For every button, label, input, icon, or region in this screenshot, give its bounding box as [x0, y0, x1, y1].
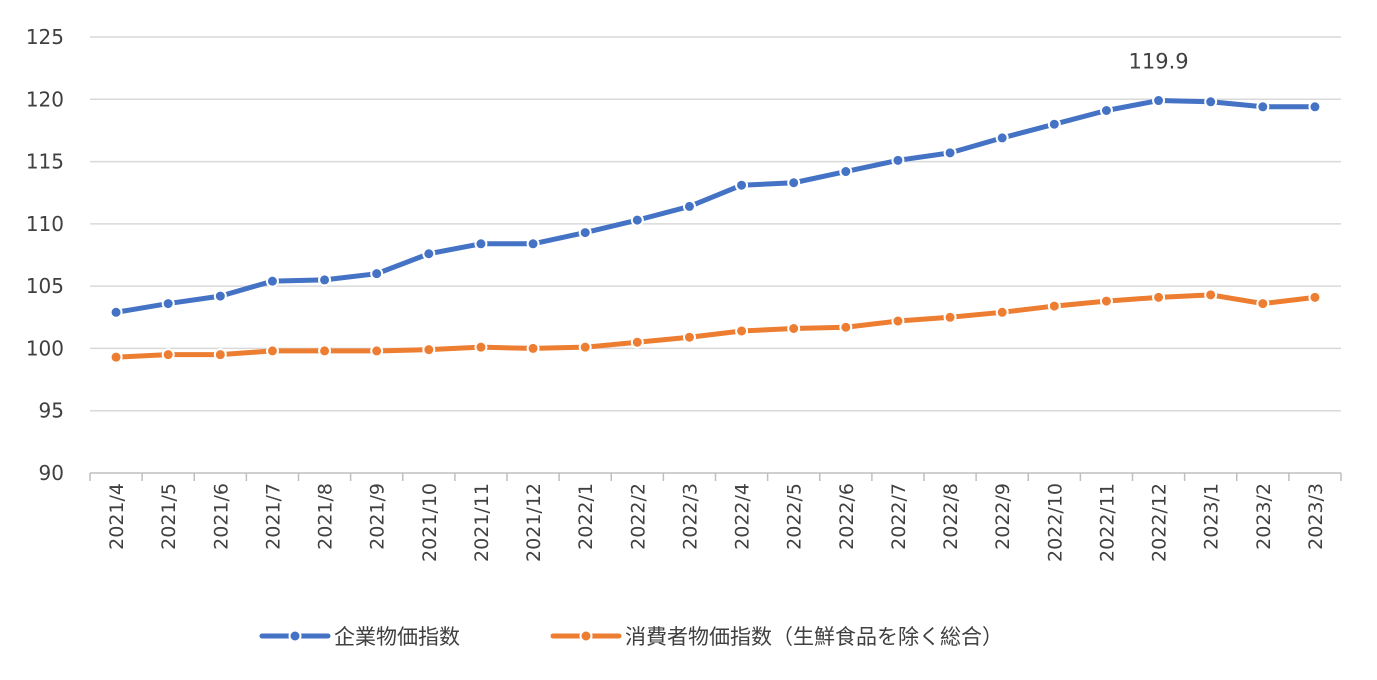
series-0-point: [1047, 117, 1061, 131]
x-tick-label: 2023/3: [1305, 483, 1327, 550]
series-line-0: [113, 98, 1318, 315]
series-1-point: [422, 343, 436, 357]
series-0-point: [995, 131, 1009, 145]
series-0-point: [318, 273, 332, 287]
x-tick-label: 2021/7: [262, 483, 284, 550]
series-1-point: [1256, 297, 1270, 311]
series-1-point: [995, 305, 1009, 319]
legend-marker-0: [288, 629, 302, 643]
series-1-point: [1152, 290, 1166, 304]
x-tick-label: 2023/1: [1201, 483, 1223, 550]
series-line-1: [113, 292, 1318, 360]
x-tick-label: 2021/8: [315, 483, 337, 550]
y-tick-label: 100: [26, 336, 64, 360]
series-1-point: [891, 314, 905, 328]
x-tick-label: 2022/10: [1044, 483, 1066, 562]
x-tick-label: 2021/5: [158, 483, 180, 550]
x-tick-label: 2022/4: [732, 483, 754, 550]
series-0-point: [109, 305, 123, 319]
y-axis: 90 95 100 105 110 115 120 125: [26, 25, 64, 485]
series-0-point: [1308, 100, 1322, 114]
y-tick-label: 105: [26, 274, 64, 298]
series-0-point: [265, 274, 279, 288]
series-1-point: [630, 335, 644, 349]
data-label: 119.9: [1129, 50, 1189, 74]
series-1-point: [474, 340, 488, 354]
series-1-point: [1308, 290, 1322, 304]
x-tick-label: 2022/5: [784, 483, 806, 550]
x-tick-label: 2022/6: [836, 483, 858, 550]
series-1-point: [787, 321, 801, 335]
series-1-point: [526, 341, 540, 355]
x-tick-label: 2022/11: [1096, 483, 1118, 562]
series-1-point: [370, 344, 384, 358]
legend-label: 消費者物価指数（生鮮食品を除く総合）: [625, 625, 1003, 649]
x-tick-label: 2021/9: [367, 483, 389, 550]
series-1-point: [578, 340, 592, 354]
series-0-point: [1152, 94, 1166, 108]
series-1-point: [318, 344, 332, 358]
legend: 企業物価指数 消費者物価指数（生鮮食品を除く総合）: [259, 625, 1003, 649]
x-tick-label: 2022/2: [627, 483, 649, 550]
series-1-point: [1047, 299, 1061, 313]
x-tick-label: 2021/6: [210, 483, 232, 550]
series-0-point: [630, 213, 644, 227]
y-tick-label: 90: [39, 461, 64, 485]
series-1-point: [839, 320, 853, 334]
y-tick-label: 115: [26, 150, 64, 174]
y-tick-label: 95: [39, 399, 64, 423]
series-0-point: [735, 178, 749, 192]
series-0-point: [474, 237, 488, 251]
annotations: 119.9: [1129, 50, 1189, 74]
series-0-point: [682, 199, 696, 213]
series-1-point: [682, 330, 696, 344]
legend-label: 企業物価指数: [334, 625, 460, 649]
series-layer: [109, 94, 1322, 364]
series-1-point: [109, 350, 123, 364]
series-1-point: [1099, 294, 1113, 308]
series-0-point: [943, 146, 957, 160]
series-1-point: [213, 348, 227, 362]
series-1-point: [265, 344, 279, 358]
x-axis: 2021/4 2021/5 2021/6 2021/7 2021/8 2021/9 2021…: [89, 472, 1342, 562]
series-0-point: [213, 289, 227, 303]
series-1-point: [943, 310, 957, 324]
series-0-point: [422, 247, 436, 261]
series-1-point: [735, 324, 749, 338]
series-0-point: [1204, 95, 1218, 109]
series-1-point: [161, 348, 175, 362]
series-0-point: [578, 226, 592, 240]
series-0-point: [891, 153, 905, 167]
series-0-point: [787, 176, 801, 190]
series-0-point: [370, 267, 384, 281]
x-tick-label: 2021/11: [471, 483, 493, 562]
y-tick-label: 125: [26, 25, 64, 49]
y-tick-label: 120: [26, 87, 64, 111]
x-tick-label: 2021/4: [106, 483, 128, 550]
series-0-point: [1256, 100, 1270, 114]
x-tick-label: 2022/7: [888, 483, 910, 550]
series-0-point: [1099, 103, 1113, 117]
x-tick-label: 2021/12: [523, 483, 545, 562]
series-0-point: [161, 297, 175, 311]
x-tick-label: 2021/10: [419, 483, 441, 562]
x-tick-label: 2022/8: [940, 483, 962, 550]
x-tick-label: 2022/3: [679, 483, 701, 550]
y-tick-label: 110: [26, 212, 64, 236]
series-0-point: [526, 237, 540, 251]
series-0-point: [839, 165, 853, 179]
x-tick-label: 2022/9: [992, 483, 1014, 550]
x-tick-label: 2022/12: [1149, 483, 1171, 562]
x-tick-label: 2023/2: [1253, 483, 1275, 550]
legend-marker-1: [579, 629, 593, 643]
x-tick-label: 2022/1: [575, 483, 597, 550]
series-1-point: [1204, 288, 1218, 302]
